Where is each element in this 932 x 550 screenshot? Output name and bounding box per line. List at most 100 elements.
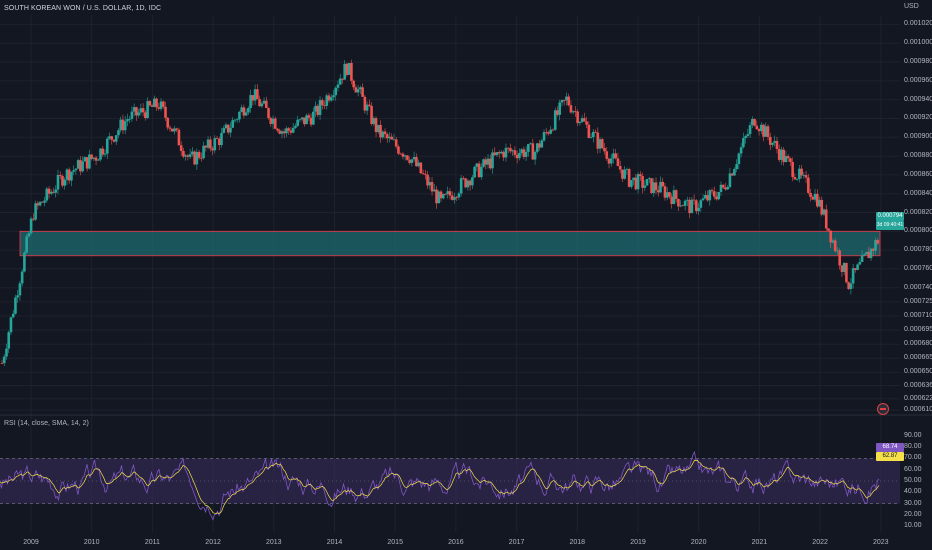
- price-candle: [632, 177, 635, 181]
- price-candle: [802, 175, 806, 176]
- price-candle: [726, 187, 729, 190]
- price-candle: [161, 101, 165, 107]
- price-candle: [652, 182, 656, 193]
- price-candle: [524, 151, 528, 157]
- price-candle: [558, 102, 562, 115]
- price-candle: [139, 108, 143, 113]
- price-candle: [388, 136, 391, 139]
- price-candle: [762, 124, 765, 137]
- price-candle: [849, 283, 853, 289]
- price-candle: [278, 130, 282, 134]
- price-candle: [345, 63, 349, 75]
- price-candle: [491, 152, 494, 169]
- price-candle: [2, 356, 6, 364]
- time-tick-label: 2017: [508, 539, 525, 546]
- price-candle: [305, 115, 308, 125]
- price-candle: [256, 89, 259, 100]
- price-candle: [630, 180, 633, 187]
- price-tick-label: 0.000940: [904, 95, 932, 103]
- price-candle: [179, 145, 183, 151]
- rsi-value-badge: 68.74: [876, 443, 904, 452]
- price-candle: [838, 250, 841, 266]
- price-candle: [531, 143, 535, 160]
- price-candle: [614, 153, 618, 159]
- time-tick-label: 2016: [448, 539, 464, 546]
- price-candle: [231, 120, 234, 128]
- price-candle: [294, 125, 297, 128]
- price-candle: [314, 105, 317, 112]
- price-candle: [742, 138, 745, 148]
- price-candle: [439, 191, 443, 199]
- price-candle: [117, 130, 120, 136]
- price-candle: [296, 119, 299, 126]
- price-candle: [159, 101, 163, 109]
- price-candle: [636, 174, 640, 190]
- price-candle: [759, 124, 763, 132]
- rsi-indicator-label[interactable]: RSI (14, close, SMA, 14, 2): [4, 420, 89, 427]
- price-candle: [506, 147, 510, 149]
- price-candle: [43, 200, 46, 203]
- price-candle: [385, 134, 389, 139]
- price-candle: [578, 122, 582, 124]
- price-candle: [390, 136, 394, 140]
- price-candle: [876, 240, 880, 244]
- price-candle: [399, 153, 402, 155]
- price-candle: [61, 176, 64, 186]
- price-candle: [677, 198, 680, 207]
- price-candle: [63, 179, 67, 186]
- price-candle: [609, 158, 613, 164]
- price-candle: [701, 198, 705, 201]
- price-candle: [513, 150, 517, 155]
- price-candle: [863, 254, 866, 256]
- price-candle: [856, 264, 859, 270]
- price-candle: [47, 188, 51, 194]
- price-candle: [153, 98, 156, 107]
- price-tick-label: 0.000900: [904, 133, 932, 141]
- price-candle: [807, 177, 810, 193]
- price-candle: [688, 199, 691, 214]
- price-candle: [804, 175, 808, 178]
- price-candle: [768, 136, 772, 145]
- price-candle: [824, 209, 828, 229]
- price-candle: [753, 119, 756, 126]
- price-candle: [455, 197, 458, 199]
- price-candle: [253, 89, 257, 101]
- alert-flag-icon[interactable]: [877, 403, 889, 415]
- price-tick-label: 0.000820: [904, 208, 932, 216]
- price-tick-label: 0.000980: [904, 58, 932, 66]
- price-candle: [641, 176, 644, 188]
- price-candle: [5, 348, 8, 357]
- price-candle: [157, 107, 161, 109]
- price-candle: [840, 265, 844, 272]
- price-tick-label: 0.000960: [904, 76, 932, 84]
- price-candle: [766, 126, 770, 137]
- price-candle: [634, 177, 638, 190]
- price-candle: [368, 104, 371, 106]
- rsi-tick-label: 90.00: [904, 431, 922, 439]
- price-candle: [92, 157, 96, 159]
- price-candle: [661, 181, 665, 187]
- price-candle: [359, 87, 362, 90]
- price-candle: [34, 203, 37, 220]
- price-candle: [332, 95, 335, 98]
- price-candle: [52, 191, 55, 193]
- price-candle: [789, 158, 792, 163]
- price-candle: [419, 162, 423, 174]
- price-candle: [20, 271, 24, 284]
- price-candle: [350, 62, 353, 81]
- price-tick-label: 0.001000: [904, 39, 932, 47]
- price-candle: [712, 191, 716, 197]
- price-candle: [587, 124, 591, 138]
- price-candle: [90, 154, 93, 159]
- price-candle: [430, 182, 434, 192]
- price-candle: [29, 218, 33, 234]
- price-candle: [365, 104, 369, 111]
- price-candle: [502, 151, 506, 158]
- price-candle: [58, 175, 62, 177]
- price-candle: [509, 148, 512, 152]
- price-candle: [141, 108, 145, 113]
- price-candle: [475, 163, 479, 167]
- price-candle: [65, 169, 69, 180]
